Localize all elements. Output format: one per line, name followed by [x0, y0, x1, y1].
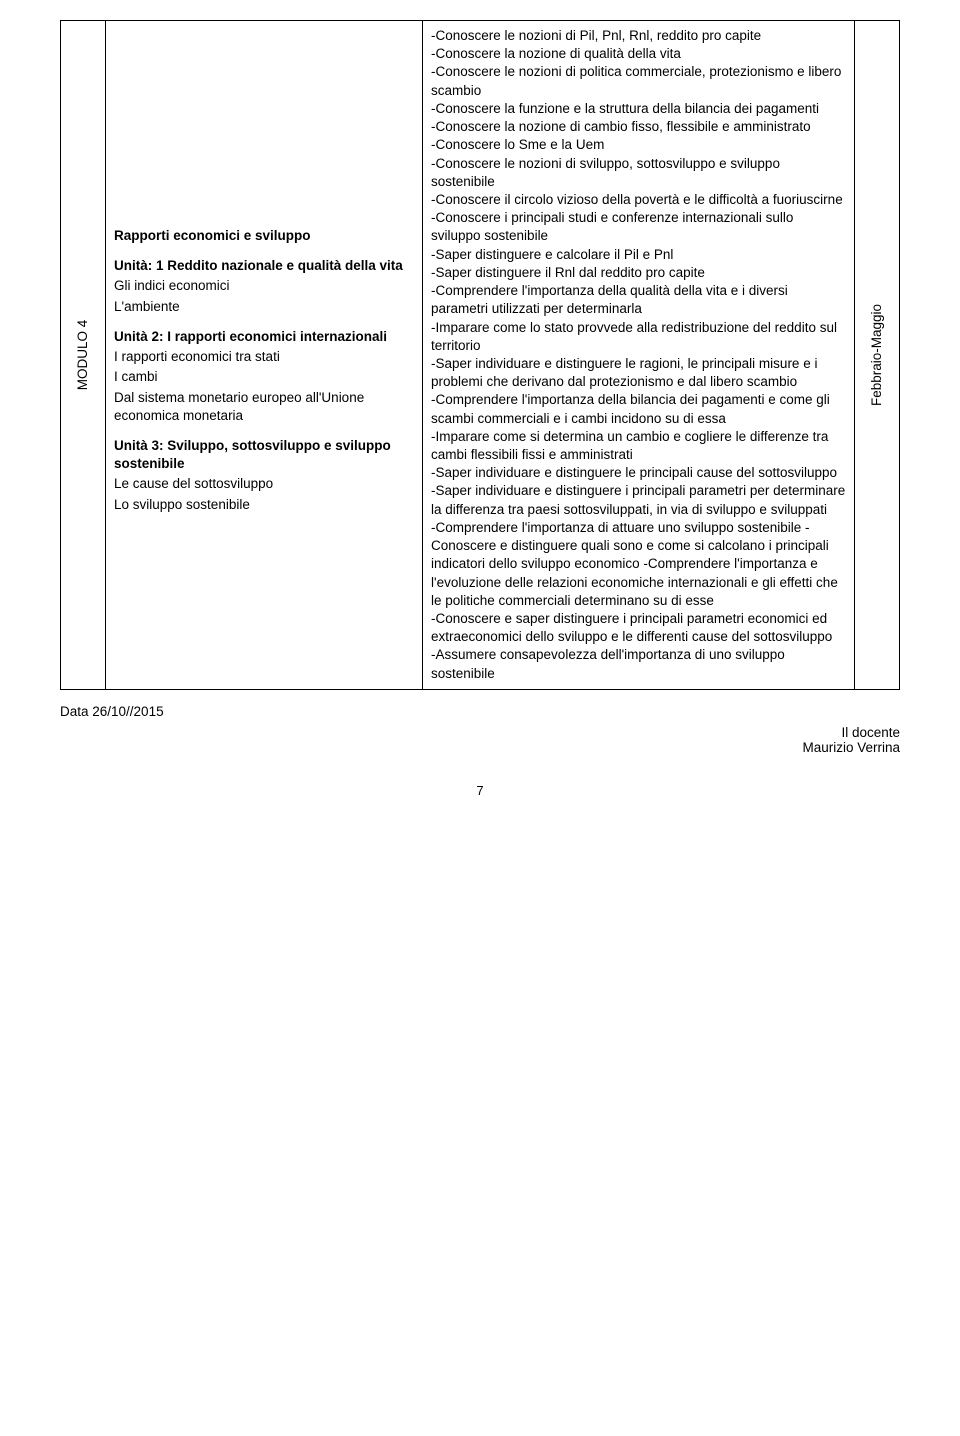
unit-title: Unità: 1 Reddito nazionale e qualità del…	[114, 257, 414, 275]
mid-content: -Conoscere le nozioni di Pil, Pnl, Rnl, …	[431, 27, 846, 683]
bullet-line: -Conoscere i principali studi e conferen…	[431, 209, 846, 245]
bullet-line: -Comprendere l'importanza di attuare uno…	[431, 519, 846, 610]
bullet-line: -Conoscere le nozioni di sviluppo, sotto…	[431, 155, 846, 191]
bullet-line: -Conoscere la nozione di qualità della v…	[431, 45, 846, 63]
footer-docente: Il docente Maurizio Verrina	[60, 725, 900, 755]
content-table: MODULO 4 Rapporti economici e sviluppo U…	[60, 20, 900, 690]
unit-line: I cambi	[114, 368, 414, 386]
bullet-line: -Conoscere la nozione di cambio fisso, f…	[431, 118, 846, 136]
section-title: Rapporti economici e sviluppo	[114, 227, 414, 245]
bullet-line: -Conoscere le nozioni di politica commer…	[431, 63, 846, 99]
bullet-line: -Comprendere l'importanza della bilancia…	[431, 391, 846, 427]
bullet-line: -Imparare come si determina un cambio e …	[431, 428, 846, 464]
unit-line: Gli indici economici	[114, 277, 414, 295]
unit-title: Unità 2: I rapporti economici internazio…	[114, 328, 414, 346]
bullet-line: -Conoscere le nozioni di Pil, Pnl, Rnl, …	[431, 27, 846, 45]
bullet-line: -Conoscere e saper distinguere i princip…	[431, 610, 846, 646]
bullet-line: -Conoscere lo Sme e la Uem	[431, 136, 846, 154]
bullet-line: -Saper distinguere il Rnl dal reddito pr…	[431, 264, 846, 282]
footer: Data 26/10//2015 Il docente Maurizio Ver…	[60, 704, 900, 798]
footer-date: Data 26/10//2015	[60, 704, 900, 719]
bullet-line: -Comprendere l'importanza della qualità …	[431, 282, 846, 318]
bullet-line: -Imparare come lo stato provvede alla re…	[431, 319, 846, 355]
left-content: Rapporti economici e sviluppo Unità: 1 R…	[114, 27, 414, 514]
bullet-line: -Conoscere il circolo vizioso della pove…	[431, 191, 846, 209]
bullet-line: -Saper distinguere e calcolare il Pil e …	[431, 246, 846, 264]
page-container: MODULO 4 Rapporti economici e sviluppo U…	[0, 0, 960, 828]
mid-column-cell: -Conoscere le nozioni di Pil, Pnl, Rnl, …	[423, 21, 855, 690]
module-cell: MODULO 4	[61, 21, 106, 690]
bullet-line: -Saper individuare e distinguere le prin…	[431, 464, 846, 482]
bullet-line: -Saper individuare e distinguere i princ…	[431, 482, 846, 518]
period-label: Febbraio-Maggio	[868, 304, 886, 406]
bullet-line: -Saper individuare e distinguere le ragi…	[431, 355, 846, 391]
unit-line: Dal sistema monetario europeo all'Unione…	[114, 389, 414, 425]
docente-label: Il docente	[60, 725, 900, 740]
unit-line: I rapporti economici tra stati	[114, 348, 414, 366]
unit-line: Le cause del sottosviluppo	[114, 475, 414, 493]
module-label: MODULO 4	[74, 320, 92, 391]
bullet-line: -Conoscere la funzione e la struttura de…	[431, 100, 846, 118]
table-row: MODULO 4 Rapporti economici e sviluppo U…	[61, 21, 900, 690]
unit-line: Lo sviluppo sostenibile	[114, 496, 414, 514]
page-number: 7	[60, 783, 900, 798]
docente-name: Maurizio Verrina	[60, 740, 900, 755]
unit-title: Unità 3: Sviluppo, sottosviluppo e svilu…	[114, 437, 414, 473]
period-cell: Febbraio-Maggio	[855, 21, 900, 690]
bullet-line: -Assumere consapevolezza dell'importanza…	[431, 646, 846, 682]
left-column-cell: Rapporti economici e sviluppo Unità: 1 R…	[106, 21, 423, 690]
unit-line: L'ambiente	[114, 298, 414, 316]
